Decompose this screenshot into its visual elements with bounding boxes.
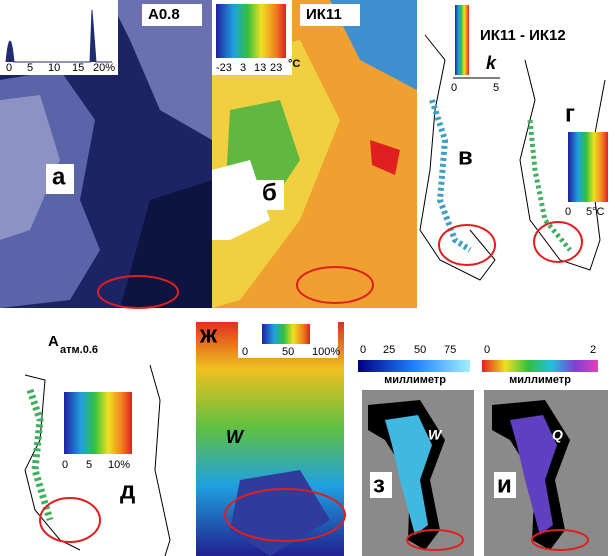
tick: °C <box>288 58 300 70</box>
tick: 3 <box>240 62 246 74</box>
panel-label: ж <box>199 321 218 348</box>
panel-label: б <box>262 179 277 206</box>
inner-label: Q <box>552 427 563 443</box>
panel-label: д <box>120 477 135 504</box>
unit: k <box>486 53 497 73</box>
coastline <box>150 365 170 556</box>
tick: 50 <box>414 344 426 356</box>
colorbar <box>358 360 470 372</box>
tick: 0 <box>565 206 571 218</box>
panel-g: 0 5°C г <box>520 60 608 270</box>
figure: 0 5 10 15 20% A0.8 а -23 3 13 23 °C ИК11… <box>0 0 615 556</box>
tick: 0 <box>451 82 457 94</box>
panel-zh: 0 50 100% ж W <box>196 321 345 556</box>
tick: 10 <box>48 62 60 74</box>
colorbar <box>568 132 608 202</box>
panel-title: A <box>48 333 59 350</box>
unit: миллиметр <box>509 374 571 386</box>
panel-a: 0 5 10 15 20% A0.8 а <box>0 0 212 308</box>
colorbar <box>216 4 286 58</box>
tick: 13 <box>254 62 266 74</box>
tick: 2 <box>590 344 596 356</box>
region-ellipse <box>534 222 582 262</box>
data-pixels <box>530 120 570 250</box>
colorbar <box>64 392 132 454</box>
panel-label: и <box>497 471 512 498</box>
tick: 25 <box>383 344 395 356</box>
tick: 10% <box>108 459 130 471</box>
unit: миллиметр <box>384 374 446 386</box>
tick: 75 <box>444 344 456 356</box>
tick: 23 <box>270 62 282 74</box>
panel-label: г <box>565 100 575 127</box>
panel-label: в <box>458 143 473 170</box>
tick: 20% <box>93 62 115 74</box>
panel-d: 0 5 10% A атм.0.6 д <box>25 333 170 556</box>
panel-title: ИК11 - ИК12 <box>480 27 566 44</box>
tick: -23 <box>216 62 232 74</box>
tick: 0 <box>360 344 366 356</box>
inner-label: W <box>428 427 443 443</box>
colorbar <box>482 360 598 372</box>
colorbar <box>455 5 469 75</box>
tick: 0 <box>242 346 248 358</box>
tick: 0 <box>484 344 490 356</box>
panel-title: A0.8 <box>148 6 180 23</box>
tick: 15 <box>72 62 84 74</box>
panel-z: 0 25 50 75 миллиметр W з <box>358 344 474 556</box>
panel-title: ИК11 <box>306 6 342 23</box>
tick: 5°C <box>586 206 605 218</box>
colorbar <box>262 324 310 344</box>
tick: 5 <box>493 82 499 94</box>
panel-title-sub: атм.0.6 <box>60 344 98 356</box>
panel-label: а <box>52 163 66 190</box>
tick: 5 <box>27 62 33 74</box>
tick: 0 <box>6 62 12 74</box>
tick: 100% <box>312 346 340 358</box>
tick: 0 <box>62 459 68 471</box>
tick: 5 <box>86 459 92 471</box>
inner-label: W <box>226 427 245 447</box>
panel-i: 0 2 миллиметр Q и <box>482 344 608 556</box>
panel-b: -23 3 13 23 °C ИК11 б <box>212 0 417 308</box>
tick: 50 <box>282 346 294 358</box>
panel-label: з <box>373 471 385 498</box>
